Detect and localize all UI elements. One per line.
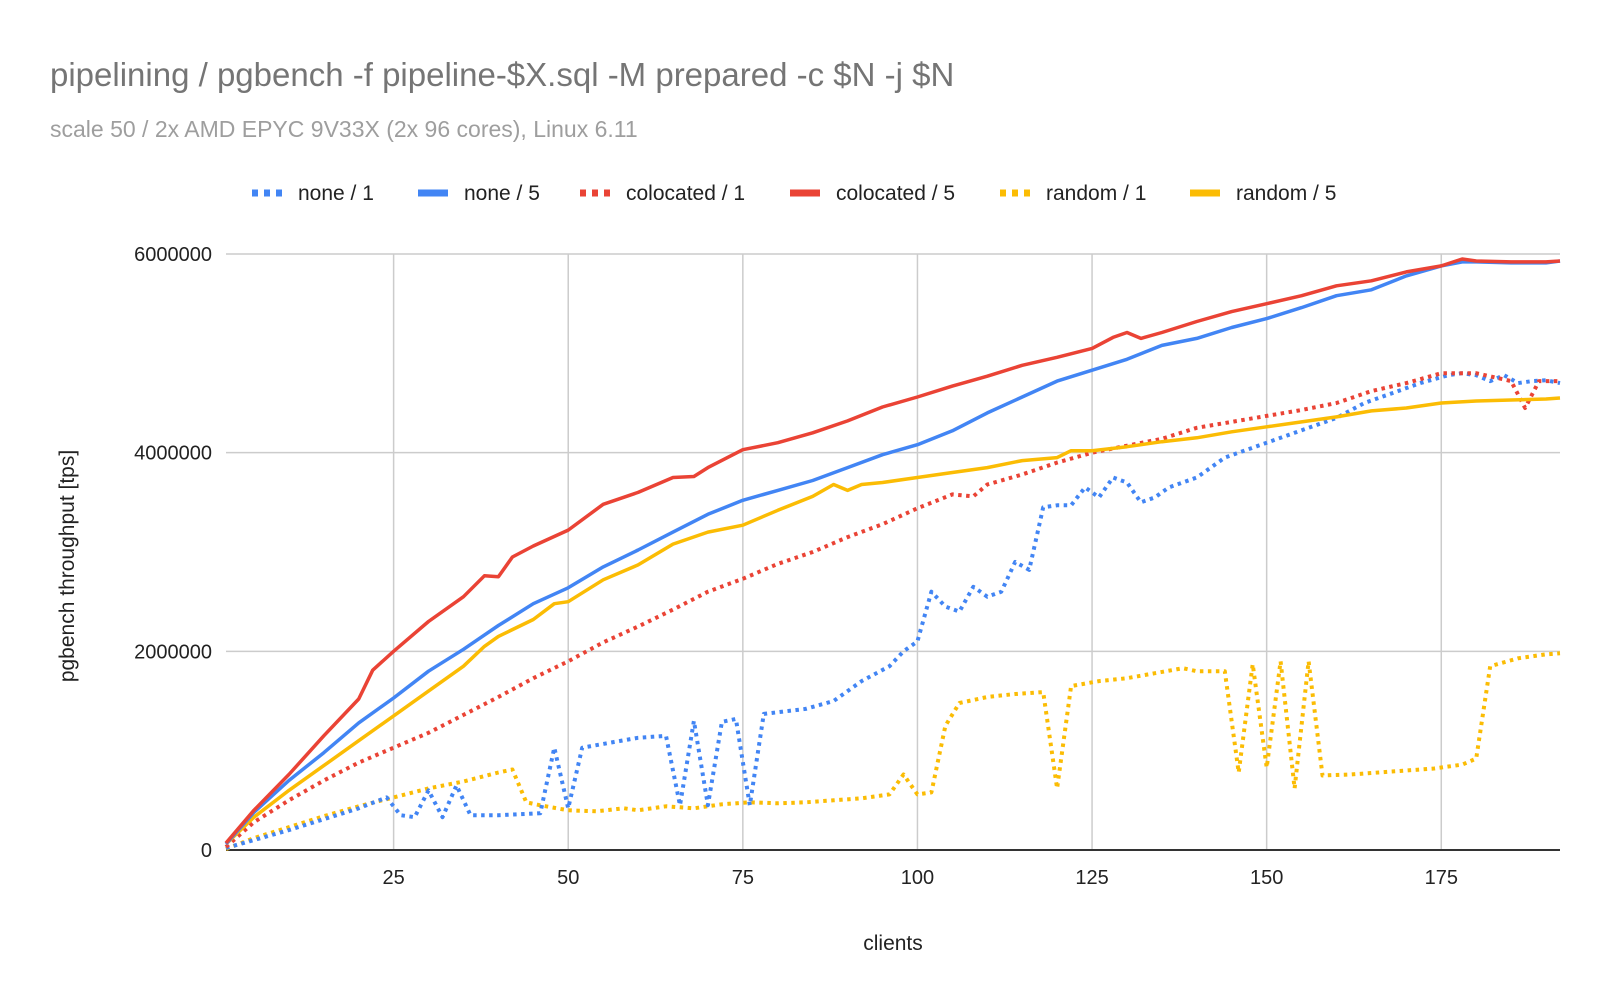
legend: none / 1 none / 5 colocated / 1 colocated /… <box>252 182 1336 205</box>
legend-item[interactable]: none / 5 <box>418 182 540 205</box>
x-tick-label: 100 <box>901 867 934 889</box>
legend-label: random / 1 <box>1046 182 1146 205</box>
series-line-colocated-1 <box>224 371 1560 849</box>
legend-item[interactable]: none / 1 <box>252 182 374 205</box>
x-tick-label: 125 <box>1075 867 1108 889</box>
chart-title: pipelining / pgbench -f pipeline-$X.sql … <box>50 56 954 93</box>
legend-label: colocated / 5 <box>836 182 955 205</box>
series-line-random-1 <box>225 651 1561 851</box>
legend-item[interactable]: colocated / 1 <box>580 182 745 205</box>
y-tick-label: 0 <box>201 840 212 862</box>
legend-item[interactable]: random / 5 <box>1190 182 1336 205</box>
y-tick-label: 4000000 <box>134 443 212 465</box>
series-line-colocated-5 <box>224 257 1561 845</box>
x-tick-label: 75 <box>732 867 754 889</box>
legend-label: random / 5 <box>1236 182 1336 205</box>
axis-tick-labels: 25 50 75 100 125 150 175 0 2000000 4000000 6000000 <box>134 244 1458 889</box>
legend-label: none / 1 <box>298 182 374 205</box>
x-tick-label: 25 <box>382 867 404 889</box>
y-tick-label: 6000000 <box>134 244 212 266</box>
legend-item[interactable]: random / 1 <box>1000 182 1146 205</box>
y-axis-title: pgbench throughput [tps] <box>56 450 79 682</box>
x-tick-label: 50 <box>557 867 579 889</box>
x-tick-label: 150 <box>1250 867 1283 889</box>
legend-label: colocated / 1 <box>626 182 745 205</box>
series-line-none-1 <box>225 371 1561 850</box>
legend-item[interactable]: colocated / 5 <box>790 182 955 205</box>
x-tick-label: 175 <box>1425 867 1458 889</box>
series-line-none-5 <box>224 259 1561 846</box>
legend-label: none / 5 <box>464 182 540 205</box>
series-line-random-5 <box>224 396 1561 846</box>
gridlines <box>226 253 1560 851</box>
chart-subtitle: scale 50 / 2x AMD EPYC 9V33X (2x 96 core… <box>50 116 638 142</box>
x-axis-title: clients <box>863 932 923 955</box>
y-tick-label: 2000000 <box>134 641 212 663</box>
series-lines <box>224 257 1561 851</box>
